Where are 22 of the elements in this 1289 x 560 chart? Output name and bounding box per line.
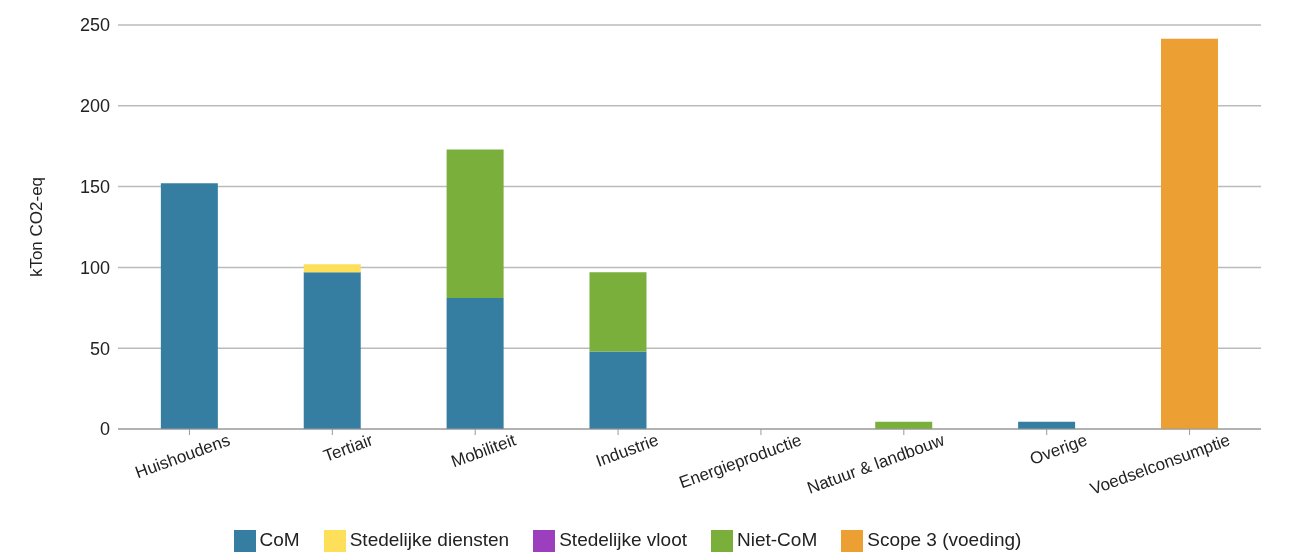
legend-label: Stedelijke diensten <box>349 529 510 551</box>
bar <box>160 183 218 430</box>
y-tick-label: 150 <box>79 177 110 197</box>
y-tick-label: 250 <box>79 15 110 36</box>
legend-label: CoM <box>259 529 300 551</box>
x-tick-label: Overige <box>1027 430 1090 469</box>
x-tick-label: Tertiair <box>320 430 376 466</box>
bar <box>1160 38 1218 430</box>
y-tick-label: 50 <box>89 338 110 359</box>
legend-label: Niet-CoM <box>736 529 818 551</box>
bar <box>446 298 504 430</box>
bar <box>303 272 361 430</box>
y-tick-label: 100 <box>79 257 110 278</box>
y-tick-label: 200 <box>79 96 110 117</box>
bar <box>589 272 647 352</box>
bar <box>303 264 361 273</box>
bar <box>446 149 504 299</box>
legend-label: Scope 3 (voeding) <box>867 529 1022 551</box>
bar <box>589 351 647 430</box>
y-tick-label: 0 <box>99 419 110 440</box>
legend-label: Stedelijke vloot <box>559 529 687 551</box>
y-axis-title: kTon CO2-eq <box>27 176 47 278</box>
